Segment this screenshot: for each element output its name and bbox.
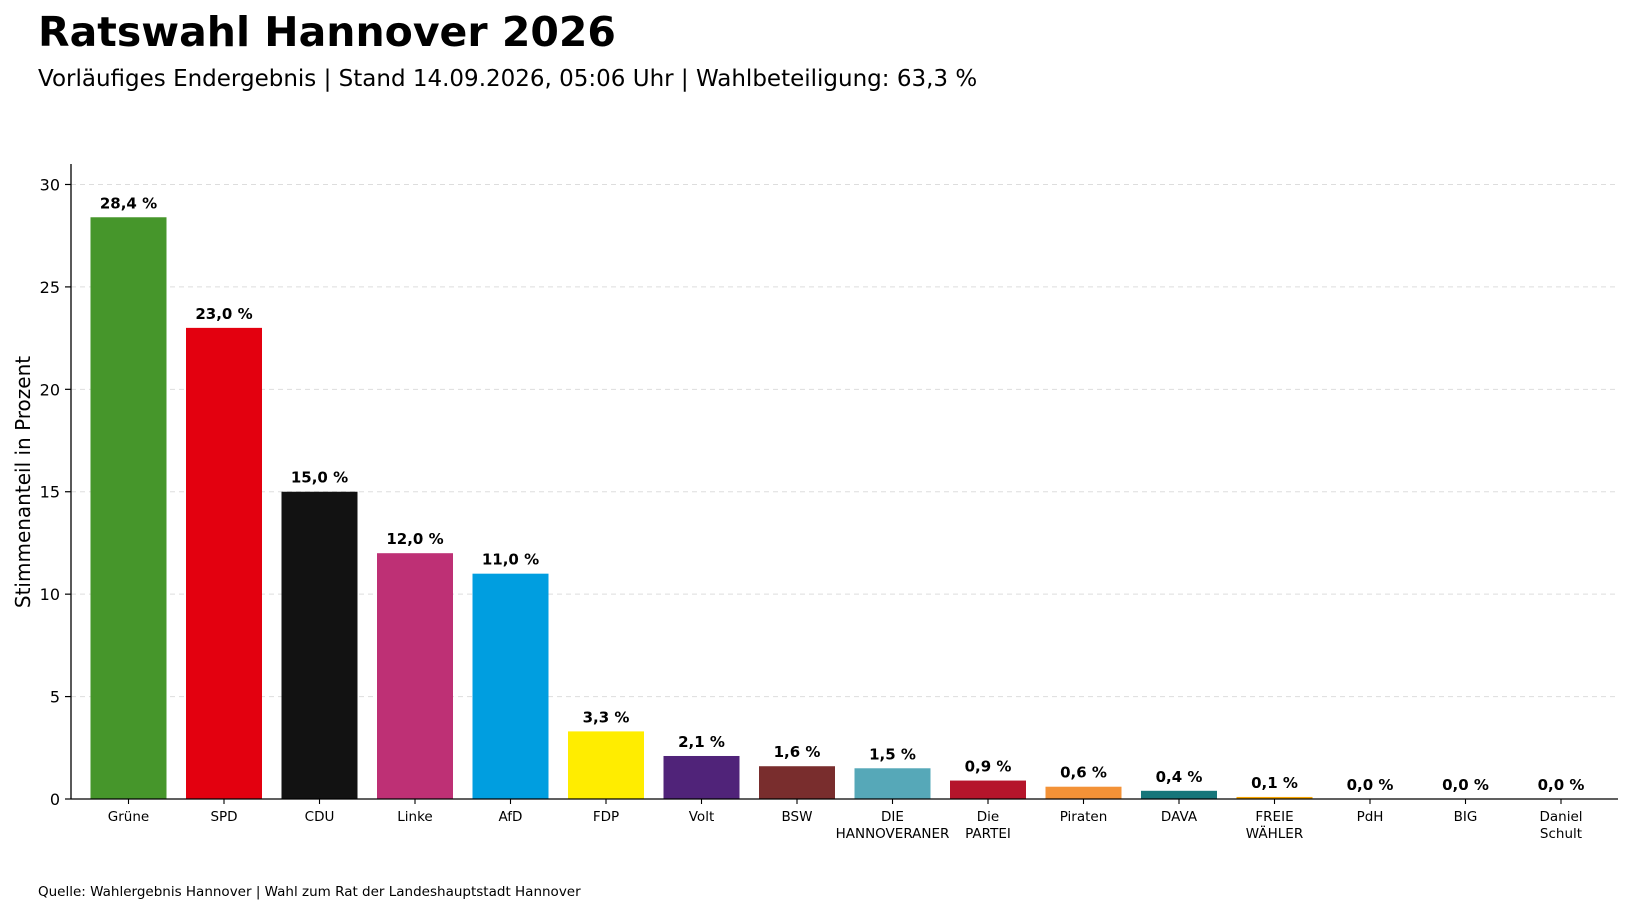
data-label: 11,0 %: [482, 551, 539, 569]
data-label: 2,1 %: [678, 733, 725, 751]
bar: [281, 491, 358, 799]
axes: [70, 164, 1618, 800]
data-label: 0,0 %: [1538, 776, 1585, 794]
bar: [186, 327, 262, 799]
gridlines: [71, 183, 1618, 698]
y-tick-label: 10: [40, 585, 60, 604]
data-label: 23,0 %: [195, 305, 252, 323]
bar: [1141, 790, 1217, 799]
data-label: 0,0 %: [1442, 776, 1489, 794]
x-tick-label: PARTEI: [965, 826, 1011, 842]
y-tick-label: 25: [40, 278, 60, 297]
x-tick-label: DAVA: [1161, 809, 1198, 825]
source-note: Quelle: Wahlergebnis Hannover | Wahl zum…: [38, 884, 581, 900]
bar: [1236, 796, 1313, 799]
x-tick-label: Linke: [397, 809, 432, 825]
x-tick-label: HANNOVERANER: [836, 826, 950, 842]
bars: [90, 217, 1313, 800]
data-label: 0,1 %: [1251, 774, 1298, 792]
bar: [1045, 786, 1122, 799]
bar: [950, 780, 1026, 799]
data-label: 3,3 %: [583, 708, 630, 726]
x-tick-label: FREIE: [1255, 809, 1293, 825]
x-tick-label: Daniel: [1539, 809, 1582, 825]
data-label: 0,9 %: [965, 758, 1012, 776]
bar: [377, 553, 453, 799]
y-tick-label: 0: [50, 790, 60, 809]
x-tick-label: DIE: [881, 809, 904, 825]
bar: [759, 766, 835, 799]
data-label: 1,5 %: [869, 745, 916, 763]
data-label: 0,4 %: [1156, 768, 1203, 786]
data-label: 28,4 %: [100, 194, 157, 212]
x-tick-label: FDP: [593, 809, 619, 825]
chart-title: Ratswahl Hannover 2026: [38, 8, 616, 56]
y-axis-title: Stimmenanteil in Prozent: [11, 356, 35, 608]
x-ticks: Grüne SPD CDU Linke AfD FDP Volt BSW DIEHANNOVER…: [108, 799, 1583, 842]
x-tick-label: Piraten: [1060, 809, 1108, 825]
bar: [472, 573, 549, 799]
y-tick-label: 30: [40, 175, 60, 194]
x-tick-label: BSW: [782, 809, 813, 825]
data-label: 1,6 %: [774, 743, 821, 761]
bar: [854, 768, 931, 799]
y-ticks: 0 5 10 15 20 25 30: [40, 175, 71, 809]
bar: [663, 755, 740, 799]
x-tick-label: WÄHLER: [1246, 824, 1303, 842]
x-tick-label: Grüne: [108, 809, 149, 825]
chart-subtitle: Vorläufiges Endergebnis | Stand 14.09.20…: [38, 66, 978, 92]
x-tick-label: BIG: [1454, 809, 1478, 825]
data-label: 0,0 %: [1347, 776, 1394, 794]
x-tick-label: PdH: [1357, 809, 1384, 825]
bar-chart: 0 5 10 15 20 25 30 Grüne SPD CDU Linke AfD FDP Volt B…: [11, 164, 1618, 842]
data-label: 12,0 %: [386, 530, 443, 548]
y-tick-label: 5: [50, 688, 60, 707]
x-tick-label: Die: [977, 809, 999, 825]
x-tick-label: SPD: [210, 809, 237, 825]
x-tick-label: AfD: [499, 809, 523, 825]
data-label: 15,0 %: [291, 469, 348, 487]
x-tick-label: Volt: [689, 809, 715, 825]
data-label: 0,6 %: [1060, 764, 1107, 782]
x-tick-label: CDU: [305, 809, 335, 825]
value-labels: 28,4 % 23,0 % 15,0 % 12,0 % 11,0 % 3,3 % 2,1 %…: [100, 194, 1585, 794]
y-tick-label: 15: [40, 483, 60, 502]
x-tick-label: Schult: [1540, 826, 1582, 842]
bar: [568, 731, 644, 799]
y-tick-label: 20: [40, 380, 60, 399]
bar: [90, 217, 167, 800]
